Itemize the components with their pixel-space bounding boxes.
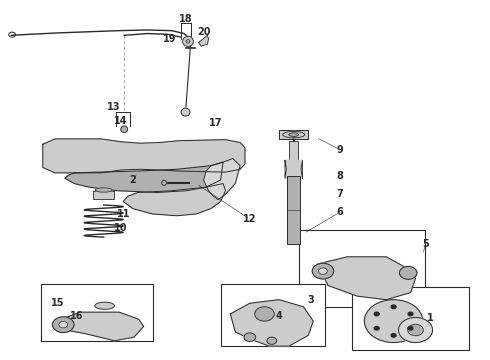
Polygon shape	[199, 35, 208, 46]
Text: 1: 1	[427, 312, 434, 323]
Bar	[352, 287, 469, 350]
Circle shape	[244, 333, 256, 342]
Text: 16: 16	[70, 311, 84, 321]
Ellipse shape	[283, 131, 305, 138]
Bar	[93, 191, 115, 199]
Text: 11: 11	[117, 209, 130, 219]
Polygon shape	[65, 162, 223, 193]
Polygon shape	[318, 257, 416, 300]
Ellipse shape	[181, 108, 190, 116]
Text: 6: 6	[337, 207, 343, 217]
Text: 12: 12	[243, 214, 257, 224]
Text: 20: 20	[197, 27, 210, 37]
Circle shape	[408, 327, 413, 330]
Circle shape	[318, 268, 327, 274]
Circle shape	[391, 305, 396, 309]
Polygon shape	[61, 312, 144, 341]
Text: 10: 10	[114, 223, 127, 233]
Circle shape	[374, 312, 379, 316]
Circle shape	[408, 312, 413, 316]
Text: 3: 3	[307, 295, 314, 305]
Circle shape	[408, 324, 423, 336]
Ellipse shape	[121, 126, 127, 132]
Circle shape	[365, 300, 423, 342]
Circle shape	[255, 307, 274, 321]
Circle shape	[59, 321, 68, 328]
Text: 8: 8	[337, 171, 343, 181]
Circle shape	[374, 327, 379, 330]
Ellipse shape	[183, 36, 194, 46]
Ellipse shape	[186, 40, 190, 43]
Ellipse shape	[95, 302, 115, 309]
Text: 18: 18	[179, 14, 193, 23]
Text: 19: 19	[163, 34, 176, 44]
Bar	[220, 284, 325, 346]
Polygon shape	[43, 139, 245, 173]
Text: 9: 9	[337, 145, 343, 155]
Text: 13: 13	[107, 102, 120, 112]
Polygon shape	[230, 300, 313, 346]
Bar	[288, 176, 300, 244]
Circle shape	[398, 318, 433, 342]
Ellipse shape	[162, 180, 167, 185]
Polygon shape	[285, 160, 302, 178]
Polygon shape	[123, 184, 225, 216]
Text: 7: 7	[337, 189, 343, 199]
Text: 4: 4	[276, 311, 282, 321]
Circle shape	[267, 337, 277, 344]
Circle shape	[52, 317, 74, 333]
Text: 14: 14	[114, 116, 127, 126]
Text: 15: 15	[50, 298, 64, 308]
Circle shape	[312, 263, 334, 279]
Ellipse shape	[289, 133, 298, 136]
Bar	[289, 141, 298, 164]
Circle shape	[391, 334, 396, 337]
Text: 2: 2	[129, 175, 136, 185]
Circle shape	[399, 266, 417, 279]
Text: 5: 5	[422, 239, 429, 249]
Bar	[298, 230, 425, 307]
Polygon shape	[203, 158, 240, 200]
Ellipse shape	[95, 188, 112, 192]
Bar	[279, 130, 308, 139]
Bar	[41, 284, 153, 341]
Text: 17: 17	[209, 118, 222, 128]
